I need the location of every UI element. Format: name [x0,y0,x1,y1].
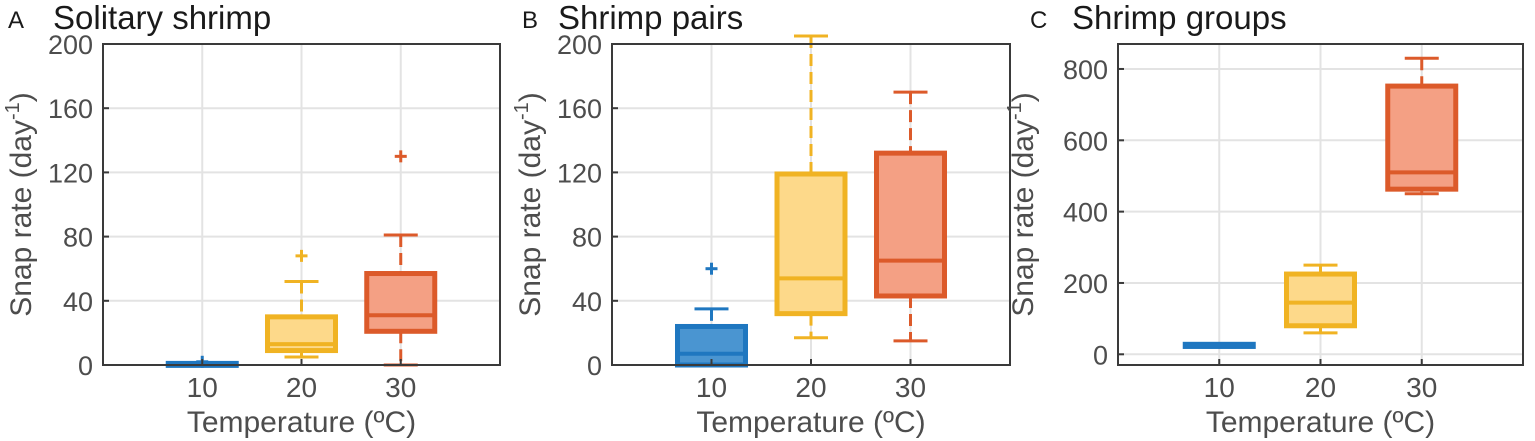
box-30 [364,150,438,367]
x-tick-label: 20 [286,372,317,403]
y-tick-label: 40 [572,287,602,317]
x-tick-label: 30 [895,372,926,403]
box-body [364,271,438,334]
x-tick-label: 30 [1406,372,1437,403]
y-axis-label: Snap rate (day-1) [1004,92,1040,317]
x-axis-label: Temperature (ºC) [1206,406,1435,439]
box-body [774,171,848,317]
panel-title: Shrimp pairs [558,0,743,36]
box-20 [774,34,848,340]
outlier-marker [295,249,308,262]
panel-letter: C [1030,7,1047,34]
box-10 [1182,341,1256,349]
x-tick-label: 20 [795,372,826,403]
y-tick-label: 40 [63,287,93,317]
box-body [1284,271,1357,329]
panel-title: Shrimp groups [1072,0,1287,36]
panel-letter: A [8,7,24,34]
y-tick-label: 120 [48,158,93,188]
box-20 [1284,263,1357,335]
panel-title: Solitary shrimp [53,0,271,36]
x-tick-label: 10 [187,372,218,403]
y-tick-label: 0 [78,351,93,381]
outlier-marker [394,150,407,163]
x-tick-label: 10 [696,372,727,403]
box-body [675,323,748,368]
y-tick-label: 800 [1063,55,1108,85]
box-body [874,150,947,299]
box-20 [265,249,338,359]
y-tick-label: 0 [1093,340,1108,370]
y-tick-label: 160 [48,94,93,124]
y-tick-label: 200 [557,30,602,60]
y-tick-label: 0 [587,351,602,381]
box-30 [874,90,947,343]
y-tick-label: 200 [48,30,93,60]
y-tick-label: 600 [1063,126,1108,156]
x-axis-label: Temperature (ºC) [696,406,925,439]
x-tick-label: 10 [1204,372,1235,403]
outlier-marker [705,262,718,275]
panel-letter: B [522,7,538,34]
y-tick-label: 80 [63,223,93,253]
y-axis-label: Snap rate (day-1) [2,92,38,317]
box-30 [1385,56,1459,196]
y-axis-label: Snap rate (day-1) [511,92,547,317]
y-tick-label: 200 [1063,269,1108,299]
x-tick-label: 30 [385,372,416,403]
x-axis-label: Temperature (ºC) [187,406,416,439]
y-tick-label: 120 [557,158,602,188]
x-tick-label: 20 [1305,372,1336,403]
y-tick-label: 160 [557,94,602,124]
box-10 [675,262,748,368]
y-tick-label: 80 [572,223,602,253]
y-tick-label: 400 [1063,198,1108,228]
